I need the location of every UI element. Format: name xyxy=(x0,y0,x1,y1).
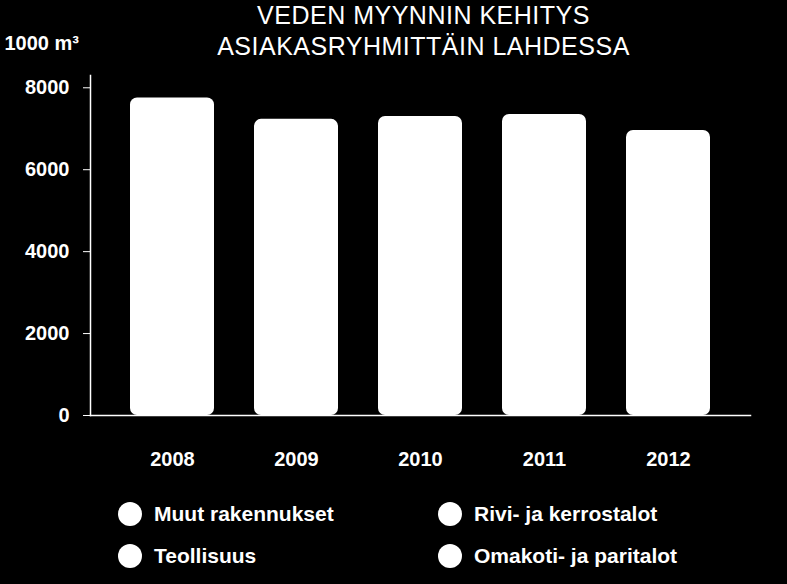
svg-text:4000: 4000 xyxy=(25,240,70,262)
html-text:Rivi- ja kerrostalot: Rivi- ja kerrostalot xyxy=(474,502,658,525)
svg-text:2000: 2000 xyxy=(25,322,70,344)
svg-text:1000 m³: 1000 m³ xyxy=(5,32,80,54)
html-text:Teollisuus: Teollisuus xyxy=(154,544,257,567)
svg-text:2008: 2008 xyxy=(150,448,195,470)
svg-text:2009: 2009 xyxy=(274,448,319,470)
html-text:ASIAKASRYHMITTÄIN LAHDESSA: ASIAKASRYHMITTÄIN LAHDESSA xyxy=(217,32,630,60)
svg-text:2010: 2010 xyxy=(398,448,443,470)
html-text:Muut rakennukset: Muut rakennukset xyxy=(154,502,334,525)
svg-text:0: 0 xyxy=(58,404,69,426)
svg-text:8000: 8000 xyxy=(25,76,70,98)
html-text:VEDEN MYYNNIN KEHITYS: VEDEN MYYNNIN KEHITYS xyxy=(257,1,590,29)
svg-text:2011: 2011 xyxy=(523,448,566,470)
html-text:Omakoti- ja paritalot: Omakoti- ja paritalot xyxy=(474,544,677,567)
svg-text:6000: 6000 xyxy=(25,158,70,180)
svg-text:2012: 2012 xyxy=(646,448,691,470)
